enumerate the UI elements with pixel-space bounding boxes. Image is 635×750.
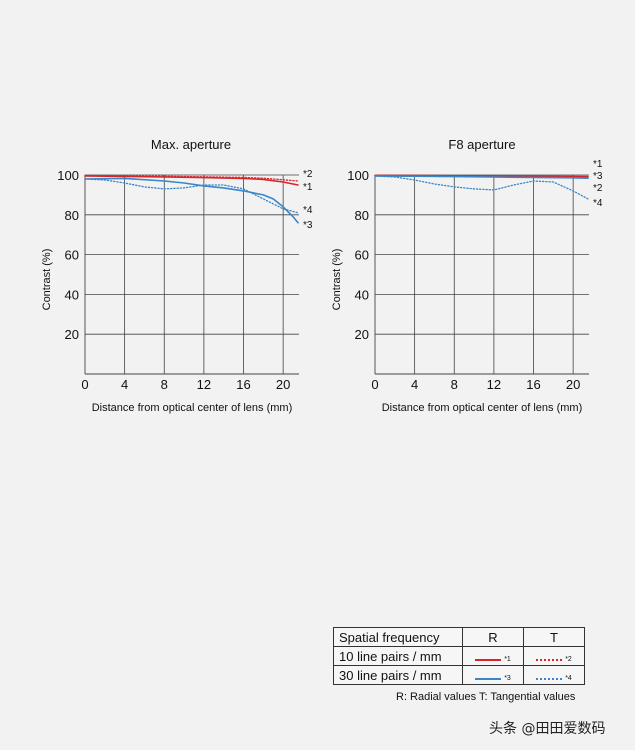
y-tick-label: 100 [57,168,79,183]
y-tick-label: 80 [355,208,369,223]
x-tick-label: 0 [81,377,88,392]
legend-line-dotted-red [536,658,563,661]
x-tick-label: 4 [411,377,418,392]
x-tick-label: 12 [197,377,211,392]
legend-line-solid-blue [475,677,502,680]
legend-row-10lp: 10 line pairs / mm *1 *2 [333,646,585,666]
series-end-label: *2 [593,183,603,194]
y-tick-label: 20 [65,327,79,342]
series-end-label: *2 [303,169,313,180]
legend-header-r: R [462,627,524,647]
x-tick-label: 20 [276,377,290,392]
x-tick-label: 16 [236,377,250,392]
legend-header-t: T [523,627,585,647]
y-tick-label: 100 [347,168,369,183]
series-line-n1 [84,175,299,186]
series-line-n4 [84,178,299,214]
series-line-n3 [374,175,589,179]
series-end-label: *3 [303,220,313,231]
legend-header-label: Spatial frequency [333,627,463,647]
y-axis-label: Contrast (%) [41,249,53,311]
watermark: 头条 @田田爱数码 [489,721,606,737]
x-tick-label: 8 [451,377,458,392]
legend-row-30lp: 30 line pairs / mm *3 *4 [333,665,585,685]
x-axis-label: Distance from optical center of lens (mm… [92,402,293,414]
y-tick-label: 20 [355,327,369,342]
series-end-label: *1 [593,159,603,170]
x-tick-label: 4 [121,377,128,392]
series-line-n3 [84,177,299,224]
y-tick-label: 60 [355,248,369,263]
series-end-label: *4 [303,205,313,216]
x-tick-label: 8 [161,377,168,392]
y-tick-label: 60 [65,248,79,263]
y-tick-label: 40 [355,287,369,302]
chart-title: F8 aperture [448,137,515,152]
series-end-label: *3 [593,171,603,182]
legend-tag: *3 [504,675,511,682]
legend-table: Spatial frequency R T 10 line pairs / mm… [333,627,585,685]
x-tick-label: 16 [526,377,540,392]
series-line-n4 [374,175,589,200]
legend-sample-r-10lp: *1 [475,656,511,663]
series-end-label: *1 [303,182,313,193]
legend-header-row: Spatial frequency R T [333,627,585,647]
chart-panel-2: F8 aperture 20 40 60 80 100 0 4 8 12 16 20 Distance … [331,137,603,414]
legend-line-solid-red [475,658,502,661]
legend-sample-t-30lp: *4 [536,675,572,682]
legend-line-dotted-blue [536,677,563,680]
y-tick-label: 80 [65,208,79,223]
x-axis-label: Distance from optical center of lens (mm… [382,402,583,414]
x-tick-label: 20 [566,377,580,392]
y-axis-label: Contrast (%) [331,249,343,311]
series-end-label: *4 [593,198,603,209]
legend-sample-t-10lp: *2 [536,656,572,663]
y-tick-label: 40 [65,287,79,302]
x-tick-label: 0 [371,377,378,392]
legend-row-label: 30 line pairs / mm [333,665,463,685]
chart-title: Max. aperture [151,137,231,152]
legend-footnote: R: Radial values T: Tangential values [396,691,576,703]
series-line-n2 [84,174,299,182]
legend-tag: *2 [565,656,572,663]
x-tick-label: 12 [487,377,501,392]
legend-row-label: 10 line pairs / mm [333,646,463,666]
chart-panel-1: Max. aperture 20 40 60 80 100 0 4 8 12 16 20 Distanc… [41,137,313,414]
legend-tag: *4 [565,675,572,682]
legend-tag: *1 [504,656,511,663]
legend-sample-r-30lp: *3 [475,675,511,682]
